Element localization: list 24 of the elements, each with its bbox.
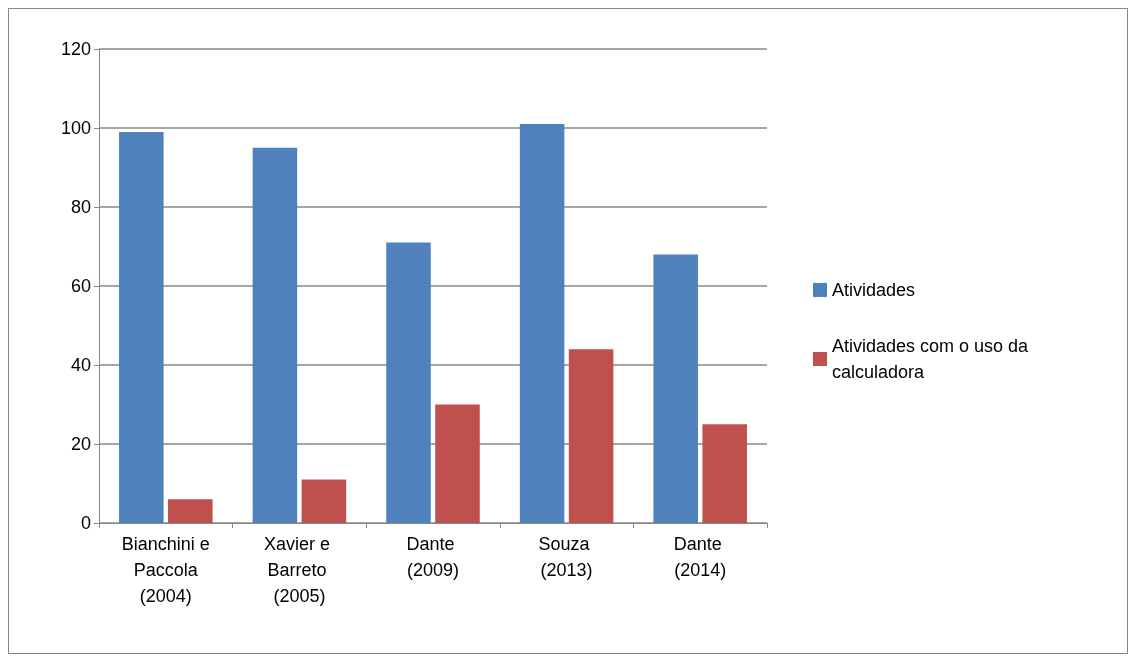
y-tick-label: 80 (70, 197, 91, 217)
y-tick-label: 0 (80, 513, 91, 533)
y-tick-label: 120 (60, 39, 91, 59)
x-tick-label: Dante (2009) (406, 534, 460, 580)
x-tick-label: Bianchini e Paccola (2004) (121, 534, 210, 606)
y-tick-label: 60 (70, 276, 91, 296)
y-tick-label: 20 (70, 434, 91, 454)
x-tick-label: Xavier e Barreto (2005) (263, 534, 335, 606)
bar (702, 424, 747, 523)
x-tick-label: Dante (2014) (673, 534, 727, 580)
bar (386, 242, 431, 523)
bar (653, 254, 698, 523)
bar (119, 131, 164, 523)
bar (568, 349, 614, 523)
y-tick-label: 100 (60, 118, 91, 138)
bar (252, 147, 298, 523)
bar (435, 404, 480, 523)
legend-label: Atividades com o uso da calculadora (832, 336, 1034, 382)
x-tick-label: Souza (2013) (538, 534, 595, 580)
bar (301, 479, 347, 523)
bar (519, 124, 565, 523)
y-tick-label: 40 (70, 355, 91, 375)
bar (168, 499, 213, 523)
legend-label: Atividades (832, 280, 916, 300)
